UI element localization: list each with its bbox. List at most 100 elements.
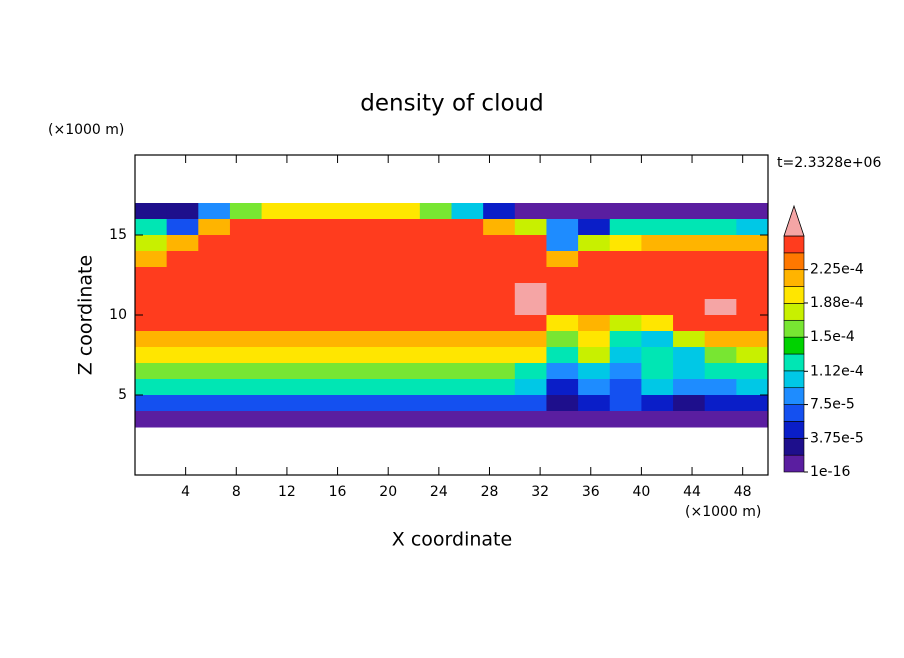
cell <box>546 315 579 332</box>
cell <box>419 267 452 284</box>
cell <box>673 395 706 412</box>
cell <box>483 251 516 268</box>
cell <box>293 235 326 252</box>
cell <box>198 283 231 300</box>
colorbar-band <box>783 319 805 338</box>
cell <box>229 203 263 220</box>
cell <box>514 203 547 220</box>
cell <box>324 283 358 300</box>
cell <box>293 331 326 348</box>
cell <box>514 283 547 300</box>
cell <box>198 379 231 396</box>
cell <box>736 251 769 268</box>
cell <box>641 363 674 380</box>
cell <box>356 395 389 412</box>
cell <box>166 315 199 332</box>
cell <box>166 219 199 236</box>
cell <box>609 379 642 396</box>
cell <box>388 331 421 348</box>
colorbar-tick-label: 1.12e-4 <box>810 363 864 379</box>
y-tick-label: 15 <box>109 227 127 243</box>
cell <box>704 331 737 348</box>
cell <box>704 379 737 396</box>
cell <box>135 315 168 332</box>
colorbar-band <box>783 353 805 372</box>
cell <box>166 251 199 268</box>
cell <box>578 235 611 252</box>
cell <box>483 395 516 412</box>
cell <box>578 379 611 396</box>
cell <box>546 347 579 364</box>
cell <box>451 267 484 284</box>
cell <box>356 267 389 284</box>
cell <box>641 411 674 428</box>
colorbar-band <box>783 235 805 254</box>
cell <box>198 235 231 252</box>
cell <box>514 331 547 348</box>
colorbar-band <box>783 370 805 389</box>
cell <box>514 315 547 332</box>
cell <box>704 219 737 236</box>
cell <box>483 315 516 332</box>
cell <box>483 347 516 364</box>
cell <box>419 251 452 268</box>
y-unit: (×1000 m) <box>48 122 124 138</box>
x-tick-label: 20 <box>379 484 397 500</box>
colorbar-band <box>783 454 805 473</box>
y-axis-label: Z coordinate <box>75 255 97 375</box>
cell <box>578 363 611 380</box>
cell <box>641 235 674 252</box>
colorbar-band <box>783 421 805 439</box>
cell <box>229 331 263 348</box>
colorbar-band <box>783 303 805 321</box>
cell <box>578 203 611 220</box>
cell <box>673 315 706 332</box>
cell <box>546 283 579 300</box>
cell <box>419 347 452 364</box>
cell <box>419 299 452 316</box>
cell <box>641 251 674 268</box>
cell <box>419 331 452 348</box>
cell <box>324 315 358 332</box>
cell <box>388 219 421 236</box>
cell <box>166 395 199 412</box>
cell <box>514 251 547 268</box>
cell <box>673 347 706 364</box>
cell <box>736 331 769 348</box>
cell <box>483 363 516 380</box>
cell <box>293 315 326 332</box>
cell <box>578 315 611 332</box>
cell <box>293 411 326 428</box>
cell <box>419 315 452 332</box>
cell <box>704 267 737 284</box>
cell <box>261 299 294 316</box>
y-tick-label: 10 <box>109 307 127 323</box>
cell <box>324 379 358 396</box>
cell <box>609 315 642 332</box>
colorbar-extend <box>783 204 805 237</box>
colorbar-band <box>783 336 805 355</box>
x-unit: (×1000 m) <box>685 504 761 520</box>
cell <box>229 251 263 268</box>
cell <box>451 219 484 236</box>
cell <box>736 283 769 300</box>
cell <box>388 363 421 380</box>
cell <box>609 251 642 268</box>
x-axis-label: X coordinate <box>392 529 512 551</box>
cell <box>483 299 516 316</box>
cell <box>135 379 168 396</box>
cell <box>388 203 421 220</box>
cell <box>261 315 294 332</box>
cell <box>324 331 358 348</box>
cell <box>673 299 706 316</box>
cell <box>641 331 674 348</box>
x-tick-label: 36 <box>582 484 600 500</box>
cell <box>546 251 579 268</box>
cell <box>229 315 263 332</box>
cell <box>514 267 547 284</box>
cell <box>514 347 547 364</box>
cell <box>198 203 231 220</box>
cell <box>704 395 737 412</box>
cell <box>546 219 579 236</box>
colorbar-tick-label: 2.25e-4 <box>810 262 864 278</box>
